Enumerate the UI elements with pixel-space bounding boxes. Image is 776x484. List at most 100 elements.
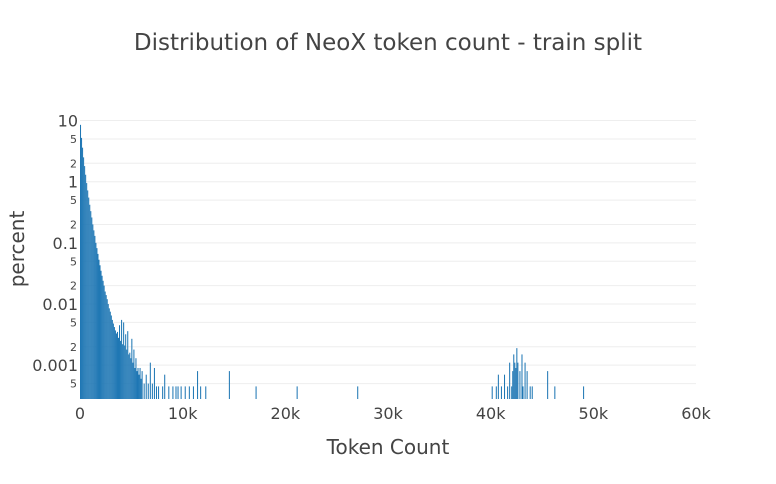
- histogram-bar: [110, 315, 112, 399]
- histogram-bar: [104, 291, 106, 399]
- histogram-bar: [188, 386, 190, 399]
- x-tick-label: 0: [75, 404, 85, 423]
- histogram-bar: [296, 386, 298, 399]
- histogram-bar: [99, 265, 101, 399]
- histogram-bar: [200, 386, 202, 399]
- histogram-bar: [554, 386, 556, 399]
- y-tick-labels: 10 1 0.1 0.01 0.001 5 2 5 2 5 2 5 2 5: [32, 112, 78, 391]
- y-major-tick-label: 0.001: [32, 356, 78, 375]
- histogram-bar: [495, 386, 497, 399]
- histogram-bar: [180, 386, 182, 399]
- y-minor-tick-label: 2: [70, 341, 77, 354]
- histogram-bar: [89, 204, 91, 399]
- histogram-bar: [511, 386, 513, 399]
- histogram-bar: [143, 383, 145, 399]
- grid-lines: [80, 120, 696, 385]
- histogram-bar: [83, 157, 85, 399]
- histogram-bar: [113, 327, 115, 399]
- histogram-bar: [94, 235, 96, 399]
- histogram-bar: [88, 197, 90, 399]
- histogram-bar: [127, 331, 129, 399]
- histogram-bar: [497, 374, 499, 399]
- y-minor-tick-label: 5: [70, 316, 77, 329]
- histogram-bar: [205, 386, 207, 399]
- histogram-bar: [531, 386, 533, 399]
- histogram-bar: [500, 386, 502, 399]
- histogram-bar: [522, 386, 524, 399]
- histogram-bar: [85, 174, 87, 399]
- histogram-bar: [80, 124, 82, 399]
- histogram-bar: [106, 299, 108, 399]
- histogram-bar: [504, 374, 506, 399]
- y-major-tick-label: 1: [68, 173, 78, 192]
- histogram-bar: [111, 319, 113, 399]
- histogram-bar: [145, 374, 147, 399]
- histogram-bar: [109, 311, 111, 399]
- histogram-bar: [136, 371, 138, 399]
- histogram-bar: [519, 371, 521, 399]
- histogram-bar: [513, 354, 515, 399]
- histogram-bar: [121, 319, 123, 399]
- histogram-bar: [97, 253, 99, 399]
- histogram-bar: [105, 295, 107, 399]
- x-tick-label: 20k: [271, 404, 301, 423]
- histogram-bar: [357, 386, 359, 399]
- histogram-bar: [120, 340, 122, 399]
- histogram-bar: [95, 242, 97, 399]
- x-axis-label: Token Count: [326, 435, 450, 459]
- histogram-bar: [526, 371, 528, 399]
- histogram-bar: [524, 362, 526, 399]
- histogram-bar: [108, 308, 110, 399]
- histogram-bar: [141, 371, 143, 399]
- histogram-bar: [149, 362, 151, 399]
- histogram-bar: [96, 248, 98, 399]
- histogram-bar: [137, 367, 139, 399]
- histogram-bar: [529, 386, 531, 399]
- histogram-bar: [491, 386, 493, 399]
- histogram-bar: [517, 362, 519, 399]
- y-major-tick-label: 10: [58, 112, 78, 131]
- histogram-bar: [102, 280, 104, 399]
- histogram-bar: [507, 386, 509, 399]
- histogram-bar: [139, 367, 141, 399]
- histogram-bar: [114, 330, 116, 399]
- y-minor-tick-label: 2: [70, 280, 77, 293]
- histogram-bar: [509, 362, 511, 399]
- histogram-bar: [168, 386, 170, 399]
- histogram-bar: [197, 371, 199, 399]
- histogram-bar: [547, 371, 549, 399]
- histogram-bar: [255, 386, 257, 399]
- bars: [80, 124, 585, 399]
- histogram-bar: [119, 325, 121, 399]
- histogram-bar: [184, 386, 186, 399]
- histogram-bar: [123, 322, 125, 399]
- y-minor-tick-label: 5: [70, 255, 77, 268]
- histogram-bar: [138, 374, 140, 399]
- histogram-bar: [81, 137, 83, 399]
- histogram-bar: [162, 386, 164, 399]
- chart-title: Distribution of NeoX token count - train…: [134, 30, 642, 56]
- histogram-bar: [98, 259, 100, 399]
- y-minor-tick-label: 2: [70, 218, 77, 231]
- histogram-bar: [107, 304, 109, 399]
- histogram-bar: [516, 348, 518, 399]
- histogram-bar: [115, 333, 117, 399]
- histogram-bar: [153, 367, 155, 399]
- histogram-bar: [128, 354, 130, 399]
- y-minor-tick-label: 5: [70, 378, 77, 391]
- x-tick-label: 60k: [681, 404, 711, 423]
- histogram-bar: [129, 352, 131, 399]
- histogram-bar: [175, 386, 177, 399]
- histogram-bar: [101, 275, 103, 399]
- histogram-bar: [87, 190, 89, 399]
- histogram-bar: [583, 386, 585, 399]
- histogram-bar: [125, 334, 127, 399]
- histogram-bar: [117, 337, 120, 399]
- y-minor-tick-label: 5: [70, 133, 77, 146]
- histogram-bar: [514, 362, 516, 399]
- histogram-bar: [86, 183, 88, 399]
- histogram-bar: [512, 371, 514, 399]
- y-axis-label: percent: [5, 211, 29, 288]
